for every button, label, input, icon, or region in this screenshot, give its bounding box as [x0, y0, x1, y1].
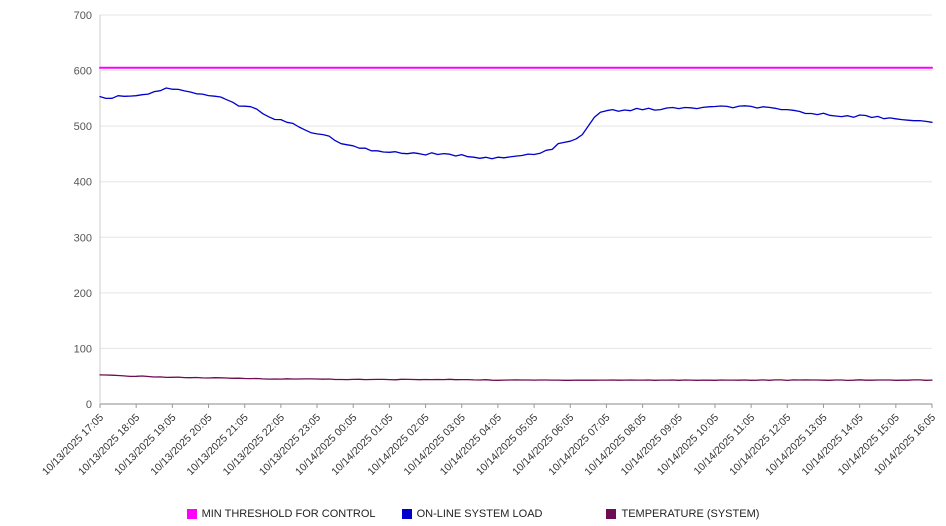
legend-swatch-threshold	[186, 509, 197, 519]
svg-text:10/14/2025 16:05: 10/14/2025 16:05	[872, 412, 938, 478]
svg-text:10/14/2025 02:05: 10/14/2025 02:05	[365, 412, 431, 478]
svg-text:10/14/2025 12:05: 10/14/2025 12:05	[727, 412, 793, 478]
svg-text:10/14/2025 14:05: 10/14/2025 14:05	[799, 412, 865, 478]
svg-text:10/14/2025 00:05: 10/14/2025 00:05	[293, 412, 359, 478]
svg-text:200: 200	[74, 288, 92, 300]
svg-text:10/14/2025 01:05: 10/14/2025 01:05	[329, 412, 395, 478]
svg-text:500: 500	[74, 121, 92, 133]
svg-text:10/13/2025 21:05: 10/13/2025 21:05	[185, 412, 251, 478]
svg-text:10/14/2025 11:05: 10/14/2025 11:05	[692, 412, 758, 478]
svg-text:10/14/2025 06:05: 10/14/2025 06:05	[510, 412, 576, 478]
svg-text:300: 300	[74, 232, 92, 244]
legend-item: MIN THRESHOLD FOR CONTROL	[186, 508, 376, 520]
svg-text:100: 100	[74, 343, 92, 355]
svg-text:400: 400	[74, 177, 92, 189]
svg-text:10/13/2025 19:05: 10/13/2025 19:05	[112, 412, 178, 478]
svg-text:10/14/2025 09:05: 10/14/2025 09:05	[619, 412, 685, 478]
legend-label-temperature: TEMPERATURE (SYSTEM)	[621, 508, 760, 520]
legend-item: ON-LINE SYSTEM LOAD	[401, 508, 543, 520]
legend-label-threshold: MIN THRESHOLD FOR CONTROL	[201, 508, 376, 520]
svg-text:700: 700	[74, 10, 92, 22]
svg-text:10/14/2025 13:05: 10/14/2025 13:05	[763, 412, 829, 478]
legend-label-load: ON-LINE SYSTEM LOAD	[416, 508, 543, 520]
legend-swatch-temperature	[606, 509, 617, 519]
legend-item: TEMPERATURE (SYSTEM)	[606, 508, 759, 520]
svg-text:10/14/2025 15:05: 10/14/2025 15:05	[836, 412, 902, 478]
svg-text:600: 600	[74, 66, 92, 78]
svg-text:10/14/2025 07:05: 10/14/2025 07:05	[546, 412, 612, 478]
svg-text:10/14/2025 03:05: 10/14/2025 03:05	[402, 412, 468, 478]
svg-text:10/14/2025 10:05: 10/14/2025 10:05	[655, 412, 721, 478]
chart-legend: MIN THRESHOLD FOR CONTROL ON-LINE SYSTEM…	[0, 508, 946, 520]
svg-text:10/14/2025 05:05: 10/14/2025 05:05	[474, 412, 540, 478]
svg-text:10/13/2025 18:05: 10/13/2025 18:05	[76, 412, 142, 478]
svg-text:10/13/2025 22:05: 10/13/2025 22:05	[221, 412, 287, 478]
legend-swatch-load	[401, 509, 412, 519]
svg-text:10/13/2025 17:05: 10/13/2025 17:05	[40, 412, 106, 478]
svg-text:10/14/2025 04:05: 10/14/2025 04:05	[438, 412, 504, 478]
svg-text:10/14/2025 08:05: 10/14/2025 08:05	[582, 412, 648, 478]
svg-text:0: 0	[86, 399, 92, 411]
svg-text:10/13/2025 20:05: 10/13/2025 20:05	[148, 412, 214, 478]
svg-text:10/13/2025 23:05: 10/13/2025 23:05	[257, 412, 323, 478]
